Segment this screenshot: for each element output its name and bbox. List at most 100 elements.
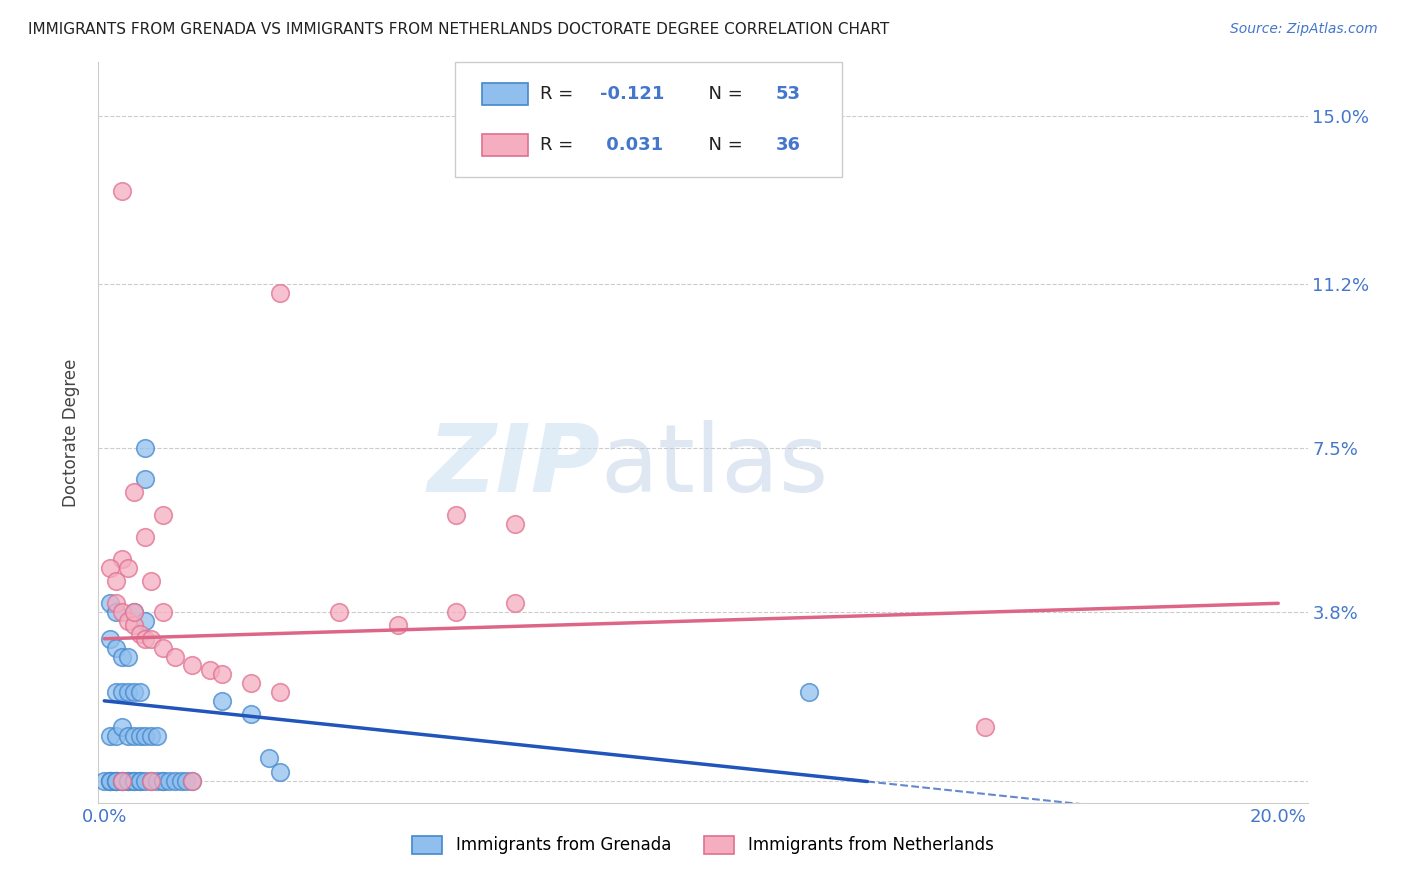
Point	[105, 596, 128, 610]
Point	[328, 605, 350, 619]
Point	[117, 685, 139, 699]
FancyBboxPatch shape	[482, 134, 527, 156]
Point	[98, 632, 121, 646]
Text: N =: N =	[697, 136, 748, 153]
Point	[152, 640, 174, 655]
Point	[134, 441, 156, 455]
Point	[141, 773, 163, 788]
Point	[105, 574, 128, 588]
Point	[211, 694, 233, 708]
Point	[111, 773, 134, 788]
Point	[163, 773, 186, 788]
Point	[122, 605, 145, 619]
Text: ZIP: ZIP	[427, 420, 600, 512]
Point	[446, 605, 468, 619]
Point	[105, 729, 128, 743]
Text: atlas: atlas	[600, 420, 828, 512]
Point	[141, 632, 163, 646]
Point	[111, 649, 134, 664]
Text: 36: 36	[776, 136, 800, 153]
Point	[134, 773, 156, 788]
Point	[181, 773, 204, 788]
Point	[98, 596, 121, 610]
Text: Source: ZipAtlas.com: Source: ZipAtlas.com	[1230, 22, 1378, 37]
Point	[198, 663, 221, 677]
Point	[117, 729, 139, 743]
Point	[797, 685, 820, 699]
Point	[122, 773, 145, 788]
Point	[98, 773, 121, 788]
Point	[257, 751, 280, 765]
Point	[111, 773, 134, 788]
Point	[146, 729, 169, 743]
Point	[111, 184, 134, 198]
Point	[122, 485, 145, 500]
Point	[973, 721, 995, 735]
Point	[111, 552, 134, 566]
Point	[122, 729, 145, 743]
Point	[117, 649, 139, 664]
Point	[105, 685, 128, 699]
Point	[117, 773, 139, 788]
Point	[141, 773, 163, 788]
Text: N =: N =	[697, 86, 748, 103]
Point	[134, 614, 156, 628]
Point	[134, 530, 156, 544]
Text: 0.031: 0.031	[600, 136, 664, 153]
Point	[269, 685, 291, 699]
FancyBboxPatch shape	[482, 83, 527, 105]
Point	[105, 773, 128, 788]
Point	[128, 773, 150, 788]
Point	[93, 773, 115, 788]
Legend: Immigrants from Grenada, Immigrants from Netherlands: Immigrants from Grenada, Immigrants from…	[406, 829, 1000, 861]
Point	[181, 658, 204, 673]
Text: IMMIGRANTS FROM GRENADA VS IMMIGRANTS FROM NETHERLANDS DOCTORATE DEGREE CORRELAT: IMMIGRANTS FROM GRENADA VS IMMIGRANTS FR…	[28, 22, 890, 37]
Point	[240, 707, 263, 722]
Point	[387, 618, 409, 632]
Point	[122, 605, 145, 619]
Point	[105, 773, 128, 788]
Point	[152, 773, 174, 788]
Text: 53: 53	[776, 86, 800, 103]
Point	[446, 508, 468, 522]
Point	[111, 721, 134, 735]
Point	[163, 649, 186, 664]
Point	[141, 574, 163, 588]
Point	[169, 773, 191, 788]
Point	[157, 773, 180, 788]
Point	[105, 640, 128, 655]
Point	[98, 773, 121, 788]
Point	[98, 561, 121, 575]
Point	[117, 561, 139, 575]
FancyBboxPatch shape	[456, 62, 842, 178]
Point	[503, 516, 526, 531]
Point	[240, 676, 263, 690]
Point	[117, 773, 139, 788]
Y-axis label: Doctorate Degree: Doctorate Degree	[62, 359, 80, 507]
Point	[111, 605, 134, 619]
Text: -0.121: -0.121	[600, 86, 665, 103]
Text: R =: R =	[540, 136, 579, 153]
Point	[111, 685, 134, 699]
Point	[122, 773, 145, 788]
Point	[503, 596, 526, 610]
Point	[128, 773, 150, 788]
Text: R =: R =	[540, 86, 579, 103]
Point	[134, 472, 156, 486]
Point	[128, 685, 150, 699]
Point	[181, 773, 204, 788]
Point	[98, 773, 121, 788]
Point	[152, 605, 174, 619]
Point	[117, 614, 139, 628]
Point	[128, 729, 150, 743]
Point	[176, 773, 198, 788]
Point	[211, 667, 233, 681]
Point	[269, 285, 291, 300]
Point	[134, 729, 156, 743]
Point	[105, 773, 128, 788]
Point	[111, 773, 134, 788]
Point	[122, 618, 145, 632]
Point	[269, 764, 291, 779]
Point	[152, 508, 174, 522]
Point	[152, 773, 174, 788]
